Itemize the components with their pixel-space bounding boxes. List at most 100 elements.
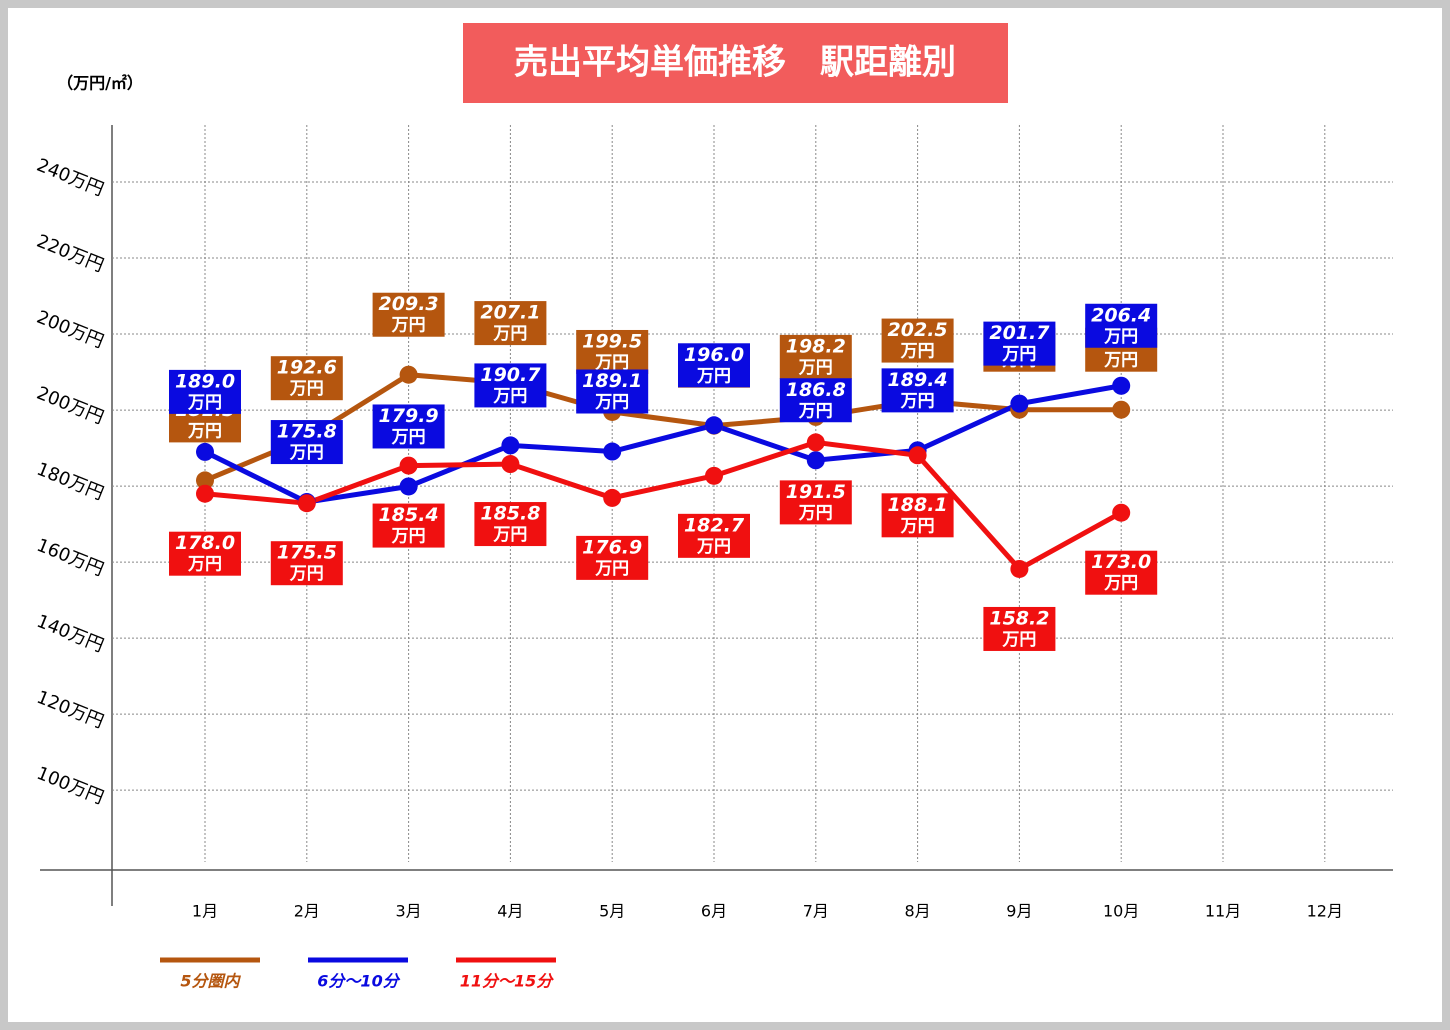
- x-tick-label: 6月: [701, 902, 727, 921]
- value-unit: 万円: [391, 316, 426, 336]
- value-unit: 万円: [187, 421, 222, 441]
- value-label: 189.1: [582, 370, 642, 392]
- value-label: 207.1: [480, 302, 540, 324]
- point: [603, 442, 622, 461]
- x-tick-label: 1月: [192, 902, 218, 921]
- value-label: 209.3: [379, 293, 439, 315]
- point: [908, 446, 927, 465]
- x-tick-label: 4月: [497, 902, 523, 921]
- value-label: 190.7: [480, 364, 541, 386]
- value-label-box: [779, 378, 852, 423]
- value-label-box: [169, 369, 241, 414]
- value-label: 178.0: [175, 532, 235, 554]
- value-label-box: [779, 480, 852, 525]
- value-label-box: [678, 513, 750, 558]
- value-label-box: [1085, 550, 1158, 595]
- value-label-box: [372, 292, 445, 337]
- x-tick-label: 3月: [396, 902, 422, 921]
- value-label-box: [372, 404, 445, 449]
- legend-label: 5分圏内: [180, 972, 241, 991]
- x-tick-label: 12月: [1307, 902, 1343, 921]
- value-label-box: [983, 321, 1056, 366]
- value-label-box: [576, 535, 649, 580]
- value-label-box: [678, 343, 750, 388]
- value-label: 201.7: [989, 322, 1050, 344]
- value-unit: 万円: [1001, 345, 1036, 365]
- value-unit: 万円: [1001, 630, 1036, 650]
- value-label-box: [474, 363, 547, 408]
- value-label: 158.2: [989, 607, 1049, 629]
- value-label: 188.1: [888, 494, 948, 516]
- value-unit: 万円: [1103, 351, 1138, 371]
- value-unit: 万円: [1103, 327, 1138, 347]
- value-label: 189.4: [888, 369, 948, 391]
- value-label: 185.4: [379, 504, 439, 526]
- value-unit: 万円: [187, 555, 222, 575]
- x-tick-label: 5月: [599, 902, 625, 921]
- value-label: 199.5: [582, 330, 642, 352]
- value-label: 206.4: [1091, 304, 1151, 326]
- point: [1112, 503, 1131, 522]
- value-unit: 万円: [289, 379, 324, 399]
- point: [1112, 400, 1131, 419]
- value-label-box: [881, 368, 954, 413]
- point: [196, 471, 214, 490]
- value-unit: 万円: [492, 386, 527, 406]
- chart-title: 売出平均単価推移 駅距離別: [514, 43, 956, 83]
- value-label: 198.2: [786, 335, 846, 357]
- value-unit: 万円: [798, 358, 833, 378]
- value-label: 175.8: [277, 421, 337, 443]
- value-label-box: [474, 301, 547, 346]
- value-unit: 万円: [594, 353, 629, 373]
- value-label-box: [576, 329, 649, 374]
- point: [196, 442, 214, 461]
- value-label-box: [270, 420, 343, 465]
- point: [1112, 376, 1131, 395]
- value-label-box: [1085, 303, 1158, 348]
- value-unit: 万円: [1103, 574, 1138, 594]
- legend-label: 11分～15分: [460, 972, 555, 991]
- x-tick-label: 7月: [803, 902, 829, 921]
- value-label-box: [983, 606, 1056, 651]
- y-axis-label: （万円/㎡）: [57, 74, 143, 93]
- value-label-box: [779, 334, 852, 379]
- value-label: 191.5: [786, 481, 846, 503]
- value-label: 189.0: [175, 370, 235, 392]
- point: [603, 488, 622, 507]
- point: [1010, 394, 1029, 413]
- point: [1010, 559, 1029, 578]
- line: [203, 383, 1122, 505]
- legend-label: 6分～10分: [317, 972, 400, 991]
- title-box: [463, 23, 1008, 103]
- value-label-box: [169, 531, 241, 576]
- value-unit: 万円: [289, 443, 324, 463]
- value-unit: 万円: [492, 324, 527, 344]
- value-unit: 万円: [798, 503, 833, 523]
- x-tick-label: 10月: [1103, 902, 1139, 921]
- x-tick-label: 8月: [905, 902, 931, 921]
- point: [399, 365, 418, 384]
- value-unit: 万円: [900, 342, 935, 362]
- value-unit: 万円: [492, 525, 527, 545]
- value-unit: 万円: [594, 393, 629, 413]
- point: [705, 466, 723, 485]
- value-unit: 万円: [594, 559, 629, 579]
- point: [399, 456, 418, 475]
- point: [806, 433, 825, 452]
- value-label-box: [474, 502, 547, 547]
- line: [204, 372, 1122, 483]
- point: [501, 436, 520, 455]
- point: [297, 494, 316, 513]
- x-tick-label: 11月: [1205, 902, 1241, 921]
- value-unit: 万円: [696, 366, 731, 386]
- value-unit: 万円: [900, 516, 935, 536]
- value-label: 192.6: [277, 357, 337, 379]
- value-unit: 万円: [187, 393, 222, 413]
- value-label-box: [270, 541, 343, 586]
- value-label-box: [881, 493, 954, 538]
- value-label-box: [372, 503, 445, 548]
- value-unit: 万円: [391, 427, 426, 447]
- point: [501, 455, 520, 474]
- value-label: 182.7: [684, 514, 745, 536]
